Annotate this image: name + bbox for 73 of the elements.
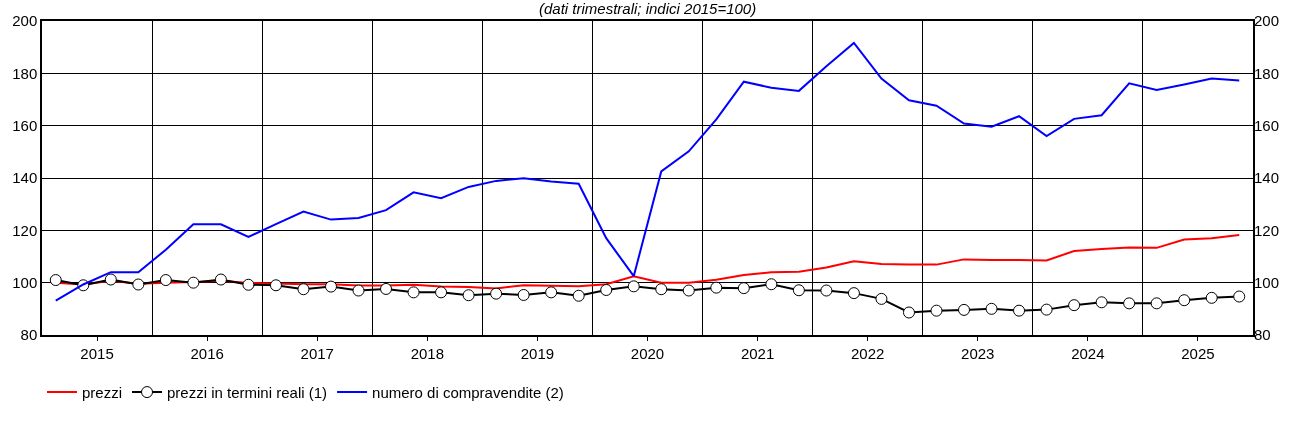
- point: [435, 286, 448, 299]
- point: [352, 284, 365, 297]
- y-tick-label: 160: [12, 116, 38, 134]
- y-tick-label: 140: [12, 169, 38, 187]
- point: [324, 280, 337, 293]
- point: [1095, 296, 1108, 309]
- point: [1123, 297, 1136, 310]
- point: [958, 303, 971, 316]
- legend-label: prezzi: [82, 383, 123, 401]
- point: [1205, 291, 1218, 304]
- point: [710, 281, 723, 294]
- x-tick-label: 2018: [410, 345, 445, 362]
- line-series: [54, 41, 1241, 302]
- y-tick-label: 120: [12, 221, 38, 239]
- y2-tick-label: 80: [1254, 326, 1271, 344]
- x-tick-label: 2020: [630, 345, 665, 362]
- y-tick-label: 80: [20, 326, 38, 344]
- point: [737, 282, 750, 295]
- point: [600, 283, 613, 296]
- x-tick-label: 2024: [1071, 345, 1105, 362]
- legend-label: numero di compravendite (2): [372, 383, 564, 401]
- point: [1068, 299, 1081, 312]
- point: [269, 279, 282, 292]
- point: [462, 289, 475, 302]
- point: [1233, 290, 1246, 303]
- y2-tick-label: 200: [1254, 12, 1280, 30]
- x-tick-label: 2015: [80, 345, 114, 362]
- point: [792, 284, 805, 297]
- point: [765, 278, 778, 291]
- point: [545, 286, 558, 299]
- chart-subtitle: (dati trimestrali; indici 2015=100): [539, 0, 757, 17]
- legend-label: prezzi in termini reali (1): [167, 383, 328, 401]
- point: [407, 286, 420, 299]
- y2-tick-label: 140: [1254, 169, 1280, 187]
- point: [380, 282, 393, 295]
- y-tick-label: 180: [12, 64, 38, 82]
- point: [1150, 297, 1163, 310]
- point: [49, 274, 62, 287]
- point: [1040, 303, 1053, 316]
- point: [902, 306, 915, 319]
- point: [490, 287, 503, 300]
- point: [214, 273, 227, 286]
- point: [847, 287, 860, 300]
- point: [627, 280, 640, 293]
- x-tick-label: 2021: [740, 345, 775, 362]
- point: [820, 284, 833, 297]
- y-tick-label: 100: [12, 273, 38, 291]
- y2-tick-label: 160: [1254, 116, 1280, 134]
- x-tick-label: 2017: [300, 345, 334, 362]
- point: [132, 278, 145, 291]
- point: [930, 304, 943, 317]
- x-tick-label: 2022: [850, 345, 885, 362]
- x-tick-label: 2025: [1181, 345, 1215, 362]
- y2-tick-label: 180: [1254, 64, 1280, 82]
- y-tick-label: 200: [12, 12, 38, 30]
- point: [159, 274, 172, 287]
- point: [1013, 304, 1026, 317]
- point: [655, 283, 668, 296]
- point: [875, 292, 888, 305]
- point: [517, 288, 530, 301]
- x-tick-label: 2023: [961, 345, 995, 362]
- y2-tick-label: 120: [1254, 221, 1280, 239]
- point: [187, 276, 200, 289]
- point: [682, 284, 695, 297]
- point: [985, 302, 998, 315]
- x-tick-label: 2016: [190, 345, 224, 362]
- point: [297, 283, 310, 296]
- point: [1178, 294, 1191, 307]
- point: [242, 278, 255, 291]
- point: [572, 289, 585, 302]
- point: [104, 273, 117, 286]
- x-tick-label: 2019: [520, 345, 555, 362]
- y2-tick-label: 100: [1254, 273, 1280, 291]
